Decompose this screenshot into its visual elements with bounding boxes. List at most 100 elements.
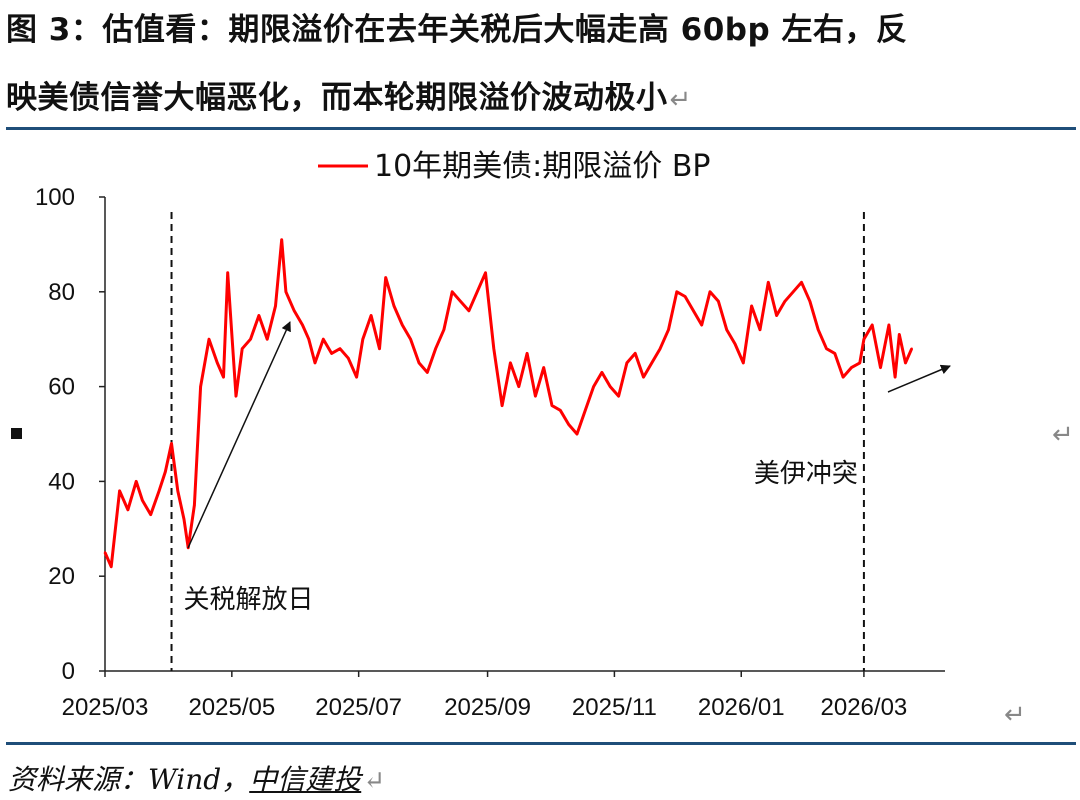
series-point <box>149 513 152 516</box>
series-point <box>717 300 720 303</box>
trend-arrow-conflict <box>887 364 951 393</box>
top-rule <box>6 127 1076 130</box>
series-point <box>808 300 812 303</box>
series-point <box>733 342 737 346</box>
series-point <box>426 371 429 374</box>
series-point <box>378 347 381 350</box>
x-tick-label: 2025/03 <box>62 694 149 721</box>
series-point <box>467 309 471 312</box>
series-point <box>675 290 678 293</box>
series-point <box>301 323 304 327</box>
series-point <box>792 290 795 293</box>
series-point <box>658 347 662 350</box>
series-point <box>135 480 138 483</box>
series-point <box>193 503 196 507</box>
series-point <box>118 489 121 493</box>
figure-title-line-1: 图 3：估值看：期限溢价在去年关税后大幅走高 60bp 左右，反 <box>6 10 907 50</box>
series-point <box>650 361 653 365</box>
series-point <box>517 385 520 388</box>
series-point <box>361 338 364 341</box>
series-point <box>307 338 310 341</box>
event-marker-label: 美伊冲突 <box>754 458 858 488</box>
series-point <box>234 394 238 398</box>
series-point <box>862 338 866 341</box>
chart-legend: 10年期美债:期限溢价 BP <box>318 149 711 184</box>
series-point <box>617 394 620 398</box>
series-point <box>484 271 487 274</box>
series-point <box>274 304 277 308</box>
series-point <box>199 385 202 388</box>
series-point <box>800 281 803 284</box>
series-point <box>887 323 891 327</box>
series-point <box>266 338 269 341</box>
series-point <box>767 281 770 284</box>
series-point <box>850 366 853 369</box>
x-tick-label: 2025/09 <box>444 694 531 721</box>
return-mark-right: ↵ <box>1052 420 1074 450</box>
series-point <box>683 295 687 298</box>
series-point <box>347 357 350 360</box>
series-point <box>783 300 787 303</box>
series-point <box>182 518 186 521</box>
series-point <box>257 314 261 317</box>
series-point <box>313 361 317 365</box>
x-tick-label: 2025/11 <box>572 694 657 721</box>
series-point <box>825 347 828 350</box>
x-tick-label: 2025/07 <box>315 694 402 721</box>
series-point <box>642 375 645 379</box>
series-point <box>567 423 570 426</box>
series-point <box>170 442 173 445</box>
source-label: 资料来源：Wind， <box>8 763 250 796</box>
return-mark-source: ↵ <box>363 766 386 796</box>
series-point <box>417 361 421 365</box>
series-point <box>534 394 537 398</box>
series-point <box>355 375 358 379</box>
series-point <box>434 347 437 350</box>
y-tick-label: 80 <box>48 279 75 306</box>
series-point <box>126 508 130 511</box>
series-point <box>841 375 845 379</box>
series-point <box>164 470 167 474</box>
series-point <box>893 375 897 379</box>
return-mark: ↵ <box>669 85 692 115</box>
series-point <box>384 276 387 279</box>
series-point <box>141 499 144 502</box>
trend-arrow-tariff <box>187 321 291 549</box>
series-point <box>103 551 107 554</box>
series-point <box>700 323 703 327</box>
series-point <box>692 309 695 312</box>
y-tick-label: 40 <box>48 468 75 495</box>
series-point <box>241 347 244 350</box>
series-point <box>542 366 545 369</box>
series-point <box>110 565 113 568</box>
series-point <box>609 385 612 388</box>
series-point <box>871 323 874 327</box>
series-point <box>879 366 882 369</box>
series-point <box>833 352 836 355</box>
series-point <box>409 338 412 341</box>
figure-title-text-2: 映美债信誉大幅恶化，而本轮期限溢价波动极小 <box>6 80 668 116</box>
series-point <box>775 314 778 317</box>
series-point <box>525 352 529 355</box>
series-point <box>338 347 342 350</box>
y-axis: 0 20 40 60 80 100 <box>35 184 106 685</box>
series-point <box>750 304 753 308</box>
series-point <box>725 328 728 331</box>
figure-title-text-1: 图 3：估值看：期限溢价在去年关税后大幅走高 60bp 左右，反 <box>6 12 908 48</box>
y-tick-label: 20 <box>48 563 75 590</box>
series-point <box>492 347 495 350</box>
series-point <box>280 238 283 241</box>
series-point <box>904 361 907 365</box>
series-point <box>392 304 396 308</box>
series-point <box>207 338 211 341</box>
series-point <box>284 290 288 293</box>
series-points <box>103 238 913 568</box>
figure-title-line-2: 映美债信誉大幅恶化，而本轮期限溢价波动极小↵ <box>6 78 692 120</box>
y-tick-label: 0 <box>62 658 75 685</box>
series-point <box>293 309 296 312</box>
series-point <box>898 333 901 336</box>
series-point <box>222 375 225 379</box>
series-point <box>509 361 512 365</box>
x-axis: 2025/03 2025/05 2025/07 2025/09 2025/11 2026/… <box>62 670 945 721</box>
series-point <box>459 300 462 303</box>
